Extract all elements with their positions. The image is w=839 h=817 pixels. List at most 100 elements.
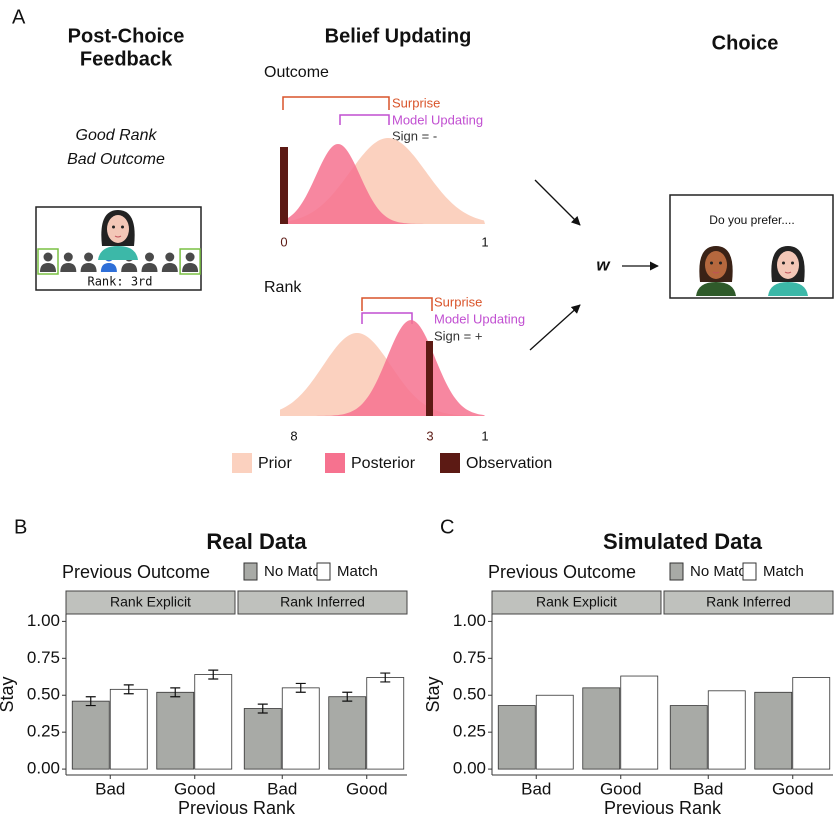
surprise-bracket [282,96,390,110]
bar [194,674,233,770]
person-head [185,252,195,262]
update-label: Model Updating [434,311,525,326]
legend-swatch [243,562,258,581]
facet-title: Rank Explicit [110,594,191,610]
y-tick-label: 0.75 [27,648,60,667]
chart-title: Real Data [206,529,307,554]
person-body [80,263,97,272]
legend-label: Match [337,563,378,580]
error-bar [123,684,134,695]
panel-label: A [12,6,26,28]
legend-label: Match [763,563,804,580]
legend-swatch [316,562,331,581]
error-bar [208,669,219,680]
dist-title: Rank [264,279,302,296]
facet-strip [491,590,662,615]
bar [754,691,793,770]
y-tick-label: 0.00 [27,759,60,778]
x-tick-label: Bad [693,779,723,798]
sign-label: Sign = + [434,328,482,343]
facet-strip [237,590,408,615]
x-tick-label: Bad [95,779,125,798]
bar [582,687,621,770]
person-body [100,263,117,272]
person-head [84,252,94,262]
feedback-screen: Rank: 3rd [35,206,202,291]
person-head [145,252,154,262]
legend-label: Observation [466,455,552,472]
eye [782,261,785,265]
arrow [529,304,581,351]
error-bar [257,703,268,714]
bar [243,708,282,770]
person-body [141,263,158,272]
bar [792,677,831,770]
facet-strip [663,590,834,615]
y-tick-label: 0.50 [453,685,486,704]
update-label: Model Updating [392,112,483,127]
choice-prompt: Do you prefer.... [709,213,794,227]
person-body [161,263,178,272]
chart-title: Simulated Data [603,529,763,554]
legend-label: No Match [264,563,328,580]
bar [281,687,320,770]
x-tick-label: Bad [267,779,297,798]
surprise-label: Surprise [434,294,482,309]
condition: Bad Outcome [67,151,165,168]
mouth [784,271,792,274]
sign-label: Sign = - [392,128,437,143]
bar [71,700,110,770]
bar [156,691,195,770]
face [705,251,727,279]
shoulders [98,246,138,260]
legend-title: Previous Outcome [62,562,210,582]
axis-label: 3 [426,428,433,443]
facet-title: Rank Explicit [536,594,617,610]
y-axis-label: Stay [423,676,443,712]
observation-bar [280,147,288,224]
y-tick-label: 1.00 [27,611,60,630]
facet-title: Rank Inferred [706,594,791,610]
surprise-label: Surprise [392,95,440,110]
legend-label: Posterior [351,455,416,472]
y-axis-label: Stay [0,676,17,712]
section-title: Choice [712,32,779,54]
bar [620,675,659,770]
update-bracket [361,312,413,324]
error-bar [170,687,181,698]
axis-label: 0 [280,234,287,249]
person-head [165,252,175,262]
mouth [712,271,720,274]
error-bar [295,682,306,693]
axis-label: 8 [290,428,297,443]
posterior-curve [280,144,485,224]
highlight [37,248,59,275]
bar [497,705,536,770]
x-axis-label: Previous Rank [604,798,722,817]
posterior-curve [280,320,485,416]
bar [328,696,367,770]
bar [109,688,148,770]
section-title: Belief Updating [325,25,472,47]
eye [719,261,722,265]
shoulders [696,282,736,296]
bar [707,690,746,770]
legend-label: No Match [690,563,754,580]
weight: w [596,255,611,274]
y-tick-label: 0.00 [453,759,486,778]
person-head [63,252,73,262]
legend-title: Previous Outcome [488,562,636,582]
person-body [182,263,199,272]
legend-swatch [669,562,684,581]
panel-label: B [14,516,27,538]
error-bar [342,691,353,702]
error-bar [85,696,96,707]
dist-title: Outcome [264,64,329,81]
arrow [534,179,581,226]
legend-swatch [232,453,252,473]
person-head [43,252,53,262]
choice-screen: Do you prefer.... [669,194,834,299]
eye [791,261,794,265]
x-tick-label: Good [600,779,642,798]
panel-label: C [440,516,454,538]
